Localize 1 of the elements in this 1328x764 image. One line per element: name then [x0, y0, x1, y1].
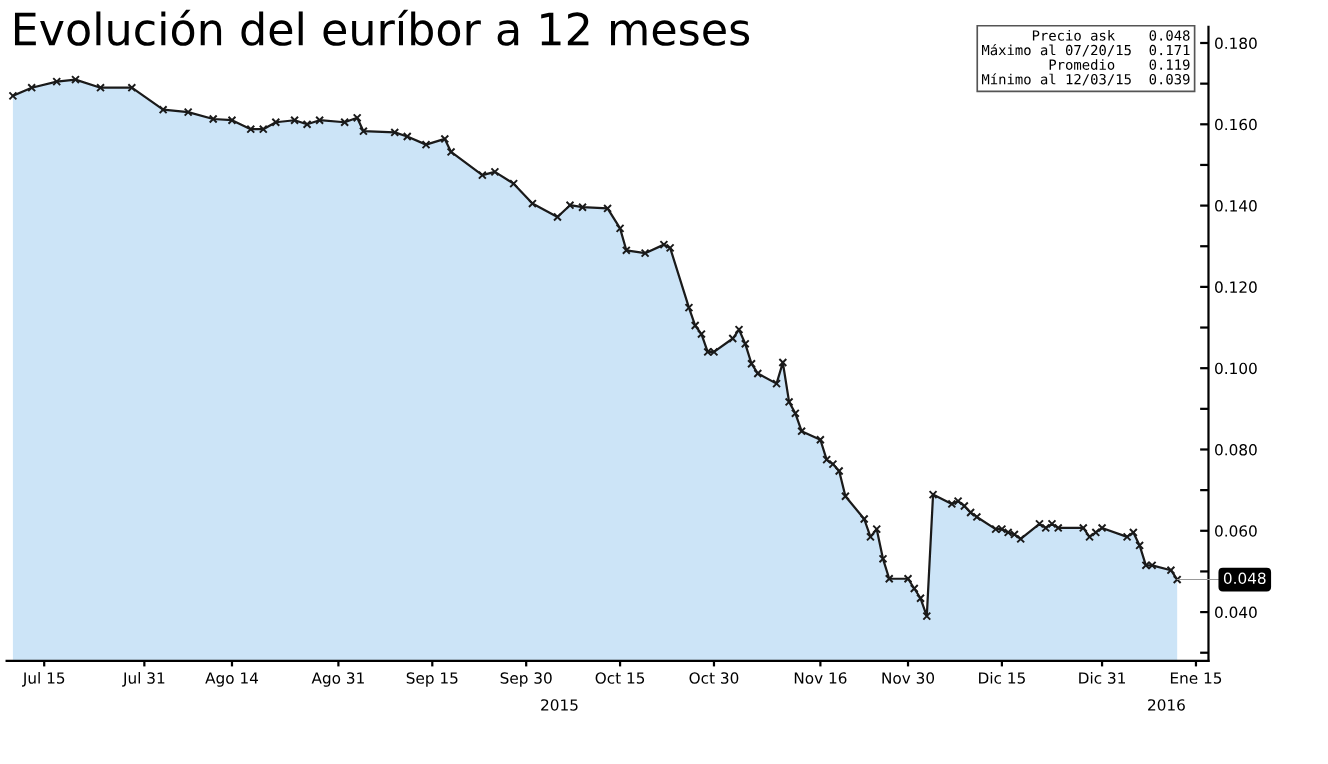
chart-title: Evolución del euríbor a 12 meses — [14, 9, 750, 46]
